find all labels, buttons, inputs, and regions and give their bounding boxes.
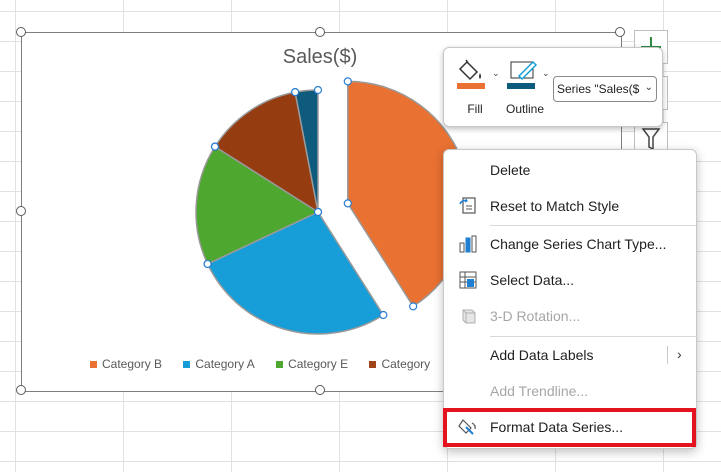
pie-slice-category-d[interactable] bbox=[213, 91, 320, 214]
menu-item-3d-rotation: 3-D Rotation... bbox=[444, 300, 696, 332]
fill-dropdown-chevron-icon[interactable]: ⌄ bbox=[492, 68, 500, 78]
outline-label: Outline bbox=[505, 102, 545, 116]
outline-dropdown-chevron-icon[interactable]: ⌄ bbox=[542, 68, 550, 78]
resize-handle-top[interactable] bbox=[315, 27, 325, 37]
chevron-down-icon: ⌄ bbox=[644, 82, 653, 93]
resize-handle-bottom[interactable] bbox=[315, 385, 325, 395]
menu-separator bbox=[490, 225, 696, 226]
fill-color-swatch bbox=[457, 83, 485, 89]
chevron-right-icon[interactable]: › bbox=[677, 346, 682, 362]
chart-type-icon bbox=[459, 235, 477, 253]
menu-item-select-data[interactable]: Select Data... bbox=[444, 264, 696, 296]
menu-item-add-trendline: Add Trendline... bbox=[444, 375, 696, 407]
menu-separator bbox=[490, 336, 696, 337]
legend-swatch-category-e bbox=[276, 361, 284, 369]
menu-item-add-data-labels[interactable]: Add Data Labels › bbox=[444, 339, 696, 371]
pie-slice-category-a[interactable] bbox=[206, 211, 385, 335]
resize-handle-bottom-left[interactable] bbox=[16, 385, 26, 395]
menu-item-change-series-chart-type[interactable]: Change Series Chart Type... bbox=[444, 228, 696, 260]
outline-button[interactable]: ⌄ Outline bbox=[502, 56, 550, 116]
menu-item-label: Format Data Series... bbox=[490, 419, 624, 435]
selection-point-marker bbox=[379, 310, 388, 320]
legend-item-category-e: Category E bbox=[276, 357, 348, 371]
format-mini-toolbar: ⌄ Fill ⌄ Outline Series "Sales($ ⌄ bbox=[443, 47, 663, 127]
selection-point-marker bbox=[313, 207, 323, 217]
3d-rotation-icon bbox=[462, 309, 476, 324]
menu-item-label: 3-D Rotation... bbox=[490, 308, 581, 324]
series-selector-dropdown[interactable]: Series "Sales($ ⌄ bbox=[553, 76, 657, 102]
menu-item-label: Select Data... bbox=[490, 272, 575, 288]
outline-color-swatch bbox=[507, 83, 535, 89]
format-series-icon bbox=[458, 419, 476, 435]
chart-legend[interactable]: Category B Category A Category E Categor… bbox=[90, 357, 448, 371]
selection-point-marker bbox=[203, 259, 212, 269]
menu-separator bbox=[490, 408, 696, 409]
legend-swatch-category-d bbox=[369, 361, 377, 369]
paint-bucket-icon bbox=[457, 59, 485, 89]
selection-point-marker bbox=[343, 199, 352, 208]
legend-swatch-category-a bbox=[183, 361, 191, 369]
legend-item-category-a: Category A bbox=[183, 357, 255, 371]
legend-swatch-category-b bbox=[90, 361, 97, 369]
outline-pen-icon bbox=[507, 60, 538, 89]
menu-item-format-data-series[interactable]: Format Data Series... bbox=[444, 411, 696, 443]
legend-label: Category E bbox=[288, 357, 349, 371]
legend-label: Category A bbox=[195, 357, 255, 371]
series-selector-value: Series "Sales($ bbox=[557, 82, 640, 96]
legend-item-category-b: Category B bbox=[90, 357, 162, 371]
selection-point-marker bbox=[313, 85, 323, 95]
menu-item-label: Delete bbox=[490, 162, 531, 178]
resize-handle-left[interactable] bbox=[16, 206, 26, 216]
menu-item-label: Add Trendline... bbox=[490, 383, 589, 399]
selection-point-marker bbox=[409, 302, 418, 311]
legend-item-category-d: Category bbox=[369, 357, 430, 371]
menu-item-delete[interactable]: Delete bbox=[444, 154, 696, 186]
selection-point-marker bbox=[291, 88, 300, 97]
pie-slice-category-e[interactable] bbox=[195, 145, 320, 265]
resize-handle-top-left[interactable] bbox=[16, 27, 26, 37]
chart-title[interactable]: Sales($) bbox=[282, 46, 358, 68]
select-data-icon bbox=[459, 271, 477, 289]
menu-item-reset-to-match-style[interactable]: Reset to Match Style bbox=[444, 190, 696, 222]
context-menu: Delete Reset to Match Style Change Serie… bbox=[443, 149, 697, 449]
legend-label: Category bbox=[381, 357, 431, 371]
selection-point-marker bbox=[343, 77, 352, 86]
menu-item-label: Change Series Chart Type... bbox=[490, 236, 667, 252]
fill-button[interactable]: ⌄ Fill bbox=[452, 56, 500, 116]
submenu-divider bbox=[667, 346, 668, 364]
resize-handle-top-right[interactable] bbox=[615, 27, 625, 37]
menu-item-label: Reset to Match Style bbox=[490, 198, 620, 214]
selection-point-marker bbox=[210, 142, 220, 151]
legend-label: Category B bbox=[102, 357, 163, 371]
fill-label: Fill bbox=[467, 102, 483, 116]
menu-item-label: Add Data Labels bbox=[490, 347, 594, 363]
reset-style-icon bbox=[459, 197, 476, 214]
